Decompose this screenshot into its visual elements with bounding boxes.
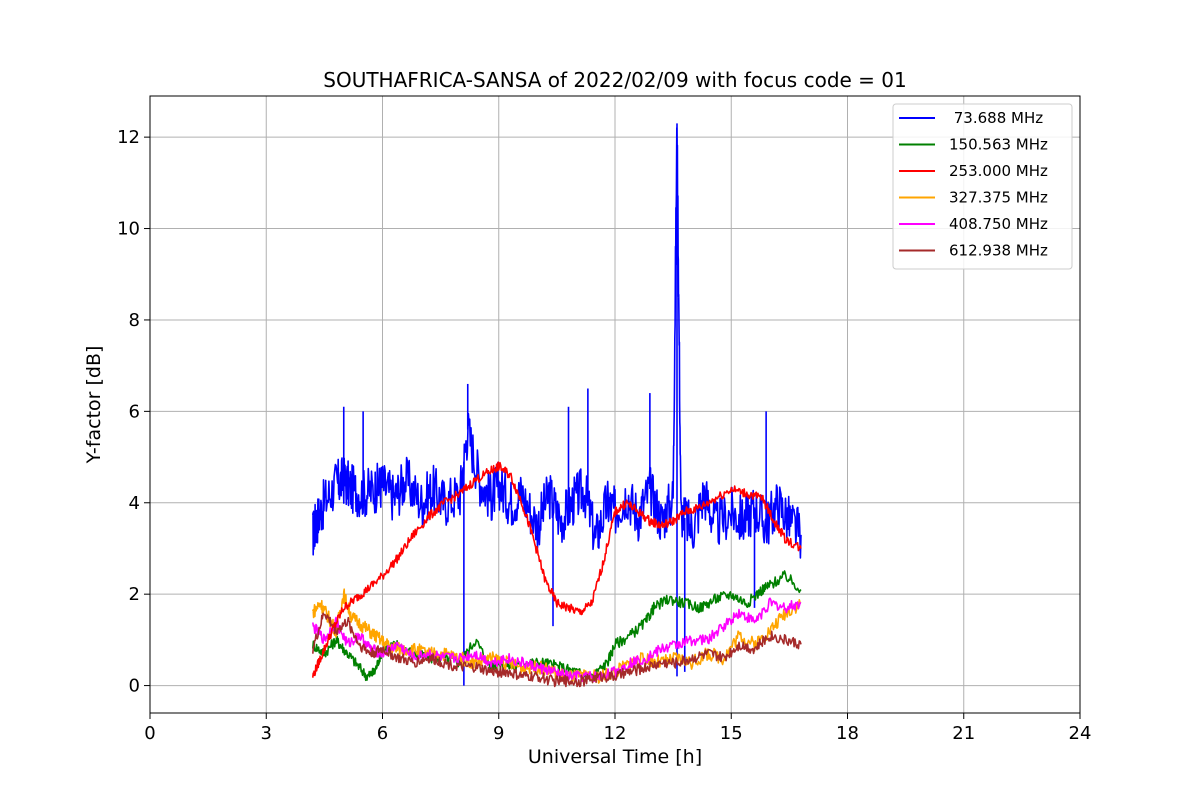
x-tick-label: 12: [604, 723, 627, 744]
legend: 73.688 MHz 150.563 MHz 253.000 MHz 327.375 …: [892, 103, 1073, 270]
x-tick-label: 15: [720, 723, 743, 744]
x-tick-label: 3: [261, 723, 272, 744]
legend-label: 73.688 MHz: [949, 109, 1043, 127]
legend-label: 612.938 MHz: [949, 242, 1048, 260]
y-axis-label: Y-factor [dB]: [83, 346, 105, 465]
legend-label: 253.000 MHz: [949, 162, 1048, 180]
chart-title: SOUTHAFRICA-SANSA of 2022/02/09 with foc…: [323, 68, 907, 92]
series-line: [312, 127, 802, 559]
plot-series: [312, 123, 802, 688]
x-tick-label: 0: [144, 723, 155, 744]
x-tick-label: 6: [377, 723, 388, 744]
x-tick-label: 21: [952, 723, 975, 744]
legend-label: 327.375 MHz: [949, 189, 1048, 207]
y-tick-label: 4: [129, 493, 140, 514]
series-line: [312, 461, 802, 678]
y-tick-label: 8: [129, 310, 140, 331]
x-tick-label: 18: [836, 723, 859, 744]
series-line: [312, 612, 802, 688]
legend-box: [892, 103, 1073, 270]
x-tick-label: 24: [1069, 723, 1092, 744]
y-tick-label: 0: [129, 676, 140, 697]
x-axis-label: Universal Time [h]: [528, 746, 702, 768]
y-tick-label: 12: [117, 127, 140, 148]
series-line: [312, 597, 802, 683]
y-tick-label: 6: [129, 401, 140, 422]
legend-label: 408.750 MHz: [949, 215, 1048, 233]
x-axis: 0 3 6 9 12 15 18 21 24: [144, 713, 1091, 744]
y-axis: 0 2 4 6 8 10 12: [117, 127, 150, 697]
y-tick-label: 10: [117, 219, 140, 240]
series-line: [312, 570, 802, 682]
y-tick-label: 2: [129, 584, 140, 605]
legend-label: 150.563 MHz: [949, 136, 1048, 154]
x-tick-label: 9: [493, 723, 504, 744]
series-line: [312, 588, 802, 684]
